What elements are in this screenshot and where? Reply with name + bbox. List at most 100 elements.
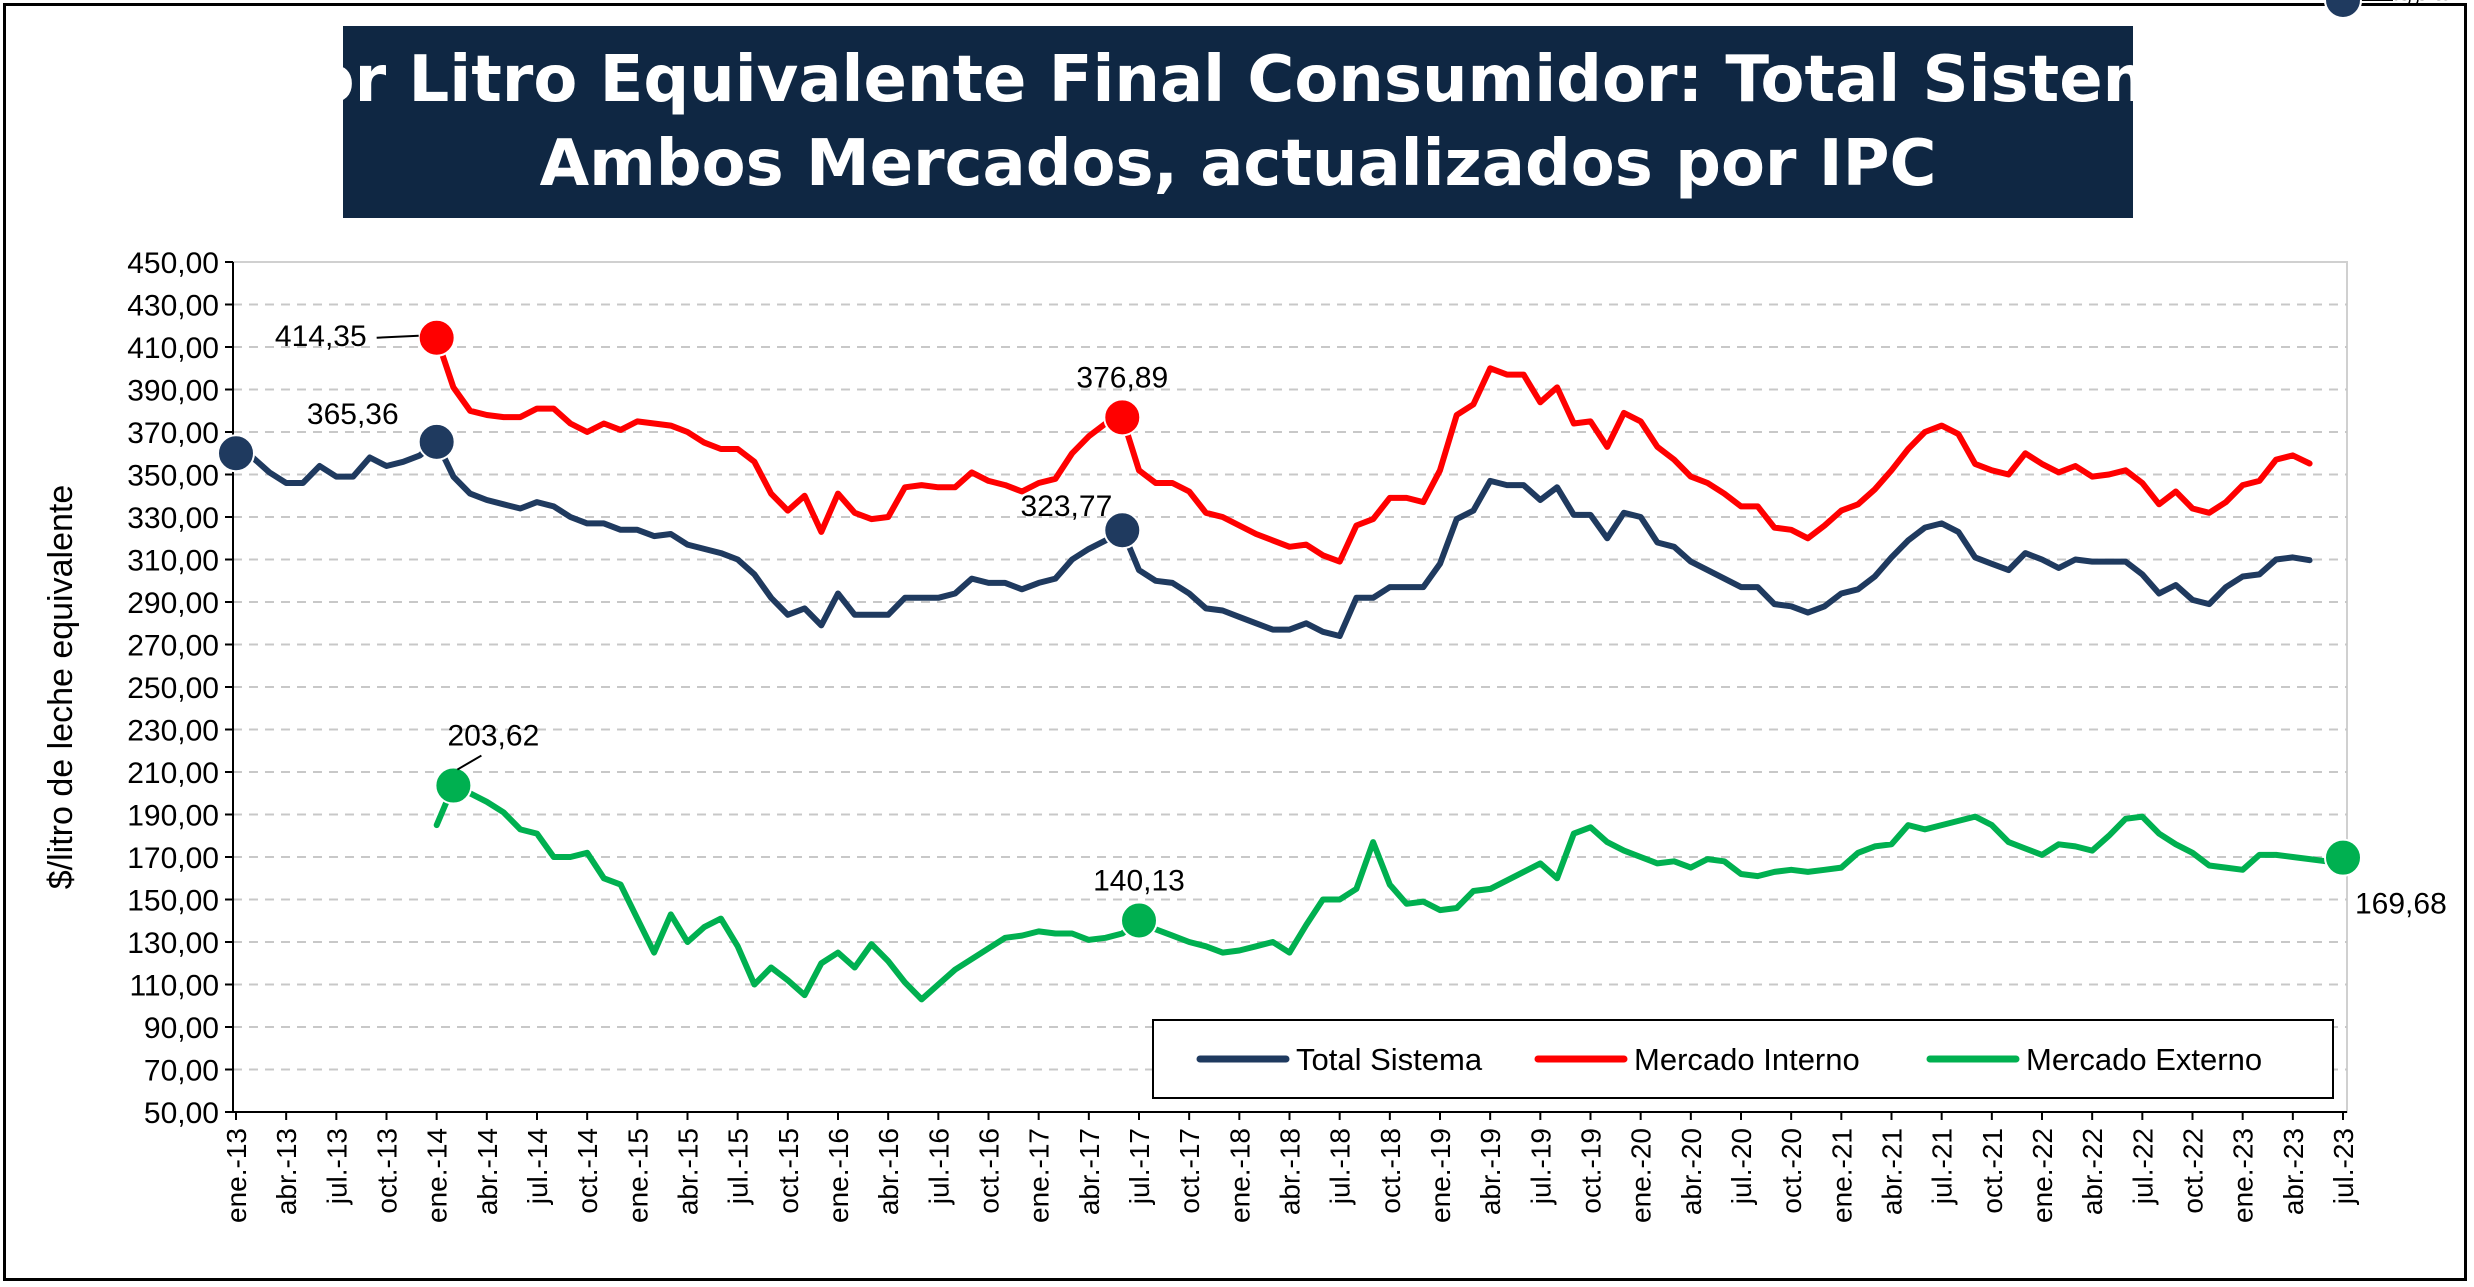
title-line-1: Valor Litro Equivalente Final Consumidor… [199,43,2277,117]
legend-label: Mercado Externo [2026,1042,2262,1077]
x-tick-label: oct.-14 [572,1128,603,1214]
annotations: 365,36 414,35 203,62 376,89 323,77 140,13 355,… [217,0,2455,940]
x-tick-label: ene.-13 [221,1128,252,1223]
annotation-marker [1120,901,1158,940]
x-tick-label: ene.-17 [1024,1128,1055,1223]
annotation-label: 309,66 [2355,0,2447,7]
x-tick-label: ene.-22 [2027,1128,2058,1223]
x-axis: ene.-13 abr.-13 jul.-13 oct.-13 ene.-14 abr.-… [221,1111,2359,1223]
x-tick-label: jul.-20 [1726,1128,1757,1205]
y-axis: 450,00 430,00 410,00 390,00 370,00 350,00 330,… [127,247,234,1130]
x-tick-label: jul.-14 [522,1128,553,1205]
x-tick-label: jul.-23 [2328,1128,2359,1205]
x-tick-label: abr.-21 [1877,1128,1908,1215]
annotation-marker [2324,838,2362,877]
series-line-0 [233,438,2313,639]
y-tick-label: 410,00 [127,332,219,365]
x-tick-label: jul.-13 [321,1128,352,1205]
annotation-label: 365,36 [307,398,399,431]
x-tick-label: jul.-18 [1325,1128,1356,1205]
y-tick-label: 310,00 [127,545,219,578]
x-tick-label: oct.-19 [1576,1128,1607,1214]
y-tick-label: 330,00 [127,502,219,535]
y-tick-label: 50,00 [144,1097,219,1130]
annotation-marker [2324,0,2362,19]
x-tick-label: ene.-20 [1626,1128,1657,1223]
x-tick-label: abr.-17 [1074,1128,1105,1215]
annotation-label: 376,89 [1076,361,1168,394]
x-tick-label: abr.-18 [1275,1128,1306,1215]
y-tick-label: 150,00 [127,885,219,918]
x-tick-label: oct.-18 [1375,1128,1406,1214]
legend-label: Mercado Interno [1634,1042,1860,1077]
annotation-leader [456,754,482,771]
legend: Total Sistema Mercado Interno Mercado Exte… [1152,1019,2334,1099]
x-tick-label: abr.-22 [2077,1128,2108,1215]
y-tick-label: 270,00 [127,630,219,663]
x-tick-label: oct.-15 [773,1128,804,1214]
x-tick-label: oct.-21 [1977,1128,2008,1214]
y-tick-label: 290,00 [127,587,219,620]
x-tick-label: oct.-17 [1174,1128,1205,1214]
x-tick-label: oct.-16 [974,1128,1005,1214]
x-tick-label: jul.-16 [923,1128,954,1205]
annotation-label: 414,35 [275,320,367,353]
annotation-label: 355,19 [2363,0,2455,7]
annotation-marker [417,318,456,357]
y-tick-label: 90,00 [144,1012,219,1045]
x-tick-label: abr.-13 [271,1128,302,1215]
x-tick-label: ene.-18 [1224,1128,1255,1223]
annotation-label: 323,77 [1021,490,1113,523]
y-tick-label: 190,00 [127,800,219,833]
x-tick-label: oct.-22 [2178,1128,2209,1214]
x-tick-label: jul.-15 [723,1128,754,1205]
x-tick-label: abr.-15 [673,1128,704,1215]
x-tick-label: abr.-23 [2278,1128,2309,1215]
y-tick-label: 350,00 [127,460,219,493]
grid-lines [233,303,2347,1113]
x-tick-label: abr.-20 [1676,1128,1707,1215]
annotation-label: 169,68 [2355,888,2447,921]
annotation-marker [434,766,473,805]
y-tick-label: 210,00 [127,757,219,790]
x-tick-label: abr.-19 [1475,1128,1506,1215]
x-tick-label: abr.-14 [472,1128,503,1215]
y-tick-label: 450,00 [127,247,219,280]
series-line-2 [433,782,2346,1003]
annotation-marker [1103,398,1142,437]
chart-title: Valor Litro Equivalente Final Consumidor… [200,26,2276,218]
annotation-marker [217,434,255,473]
y-tick-label: 250,00 [127,672,219,705]
x-tick-label: ene.-14 [422,1128,453,1223]
series-line-1 [433,334,2313,565]
series-lines [233,334,2346,1003]
annotation-leader [376,334,419,339]
y-tick-label: 430,00 [127,290,219,323]
x-tick-label: jul.-22 [2127,1128,2158,1205]
title-line-2: Ambos Mercados, actualizados por IPC [539,127,1937,201]
x-tick-label: ene.-19 [1425,1128,1456,1223]
y-tick-label: 230,00 [127,715,219,748]
x-tick-label: abr.-16 [873,1128,904,1215]
x-tick-label: ene.-15 [622,1128,653,1223]
y-tick-label: 110,00 [129,970,219,1003]
x-tick-label: oct.-20 [1776,1128,1807,1214]
x-tick-label: jul.-19 [1525,1128,1556,1205]
legend-box [1152,1019,2334,1099]
y-tick-label: 170,00 [127,842,219,875]
x-tick-label: jul.-21 [1927,1128,1958,1205]
y-tick-label: 370,00 [127,417,219,450]
y-tick-label: 130,00 [127,927,219,960]
legend-label: Total Sistema [1296,1042,1483,1077]
y-tick-label: 390,00 [127,375,219,408]
x-tick-label: oct.-13 [372,1128,403,1214]
annotation-marker [417,422,456,461]
x-tick-label: jul.-17 [1124,1128,1155,1205]
x-tick-label: ene.-16 [823,1128,854,1223]
x-tick-label: ene.-23 [2228,1128,2259,1223]
x-tick-label: ene.-21 [1826,1128,1857,1223]
annotation-marker [1103,511,1142,550]
y-axis-label: $/litro de leche equivalente [42,485,80,890]
y-tick-label: 70,00 [144,1055,219,1088]
